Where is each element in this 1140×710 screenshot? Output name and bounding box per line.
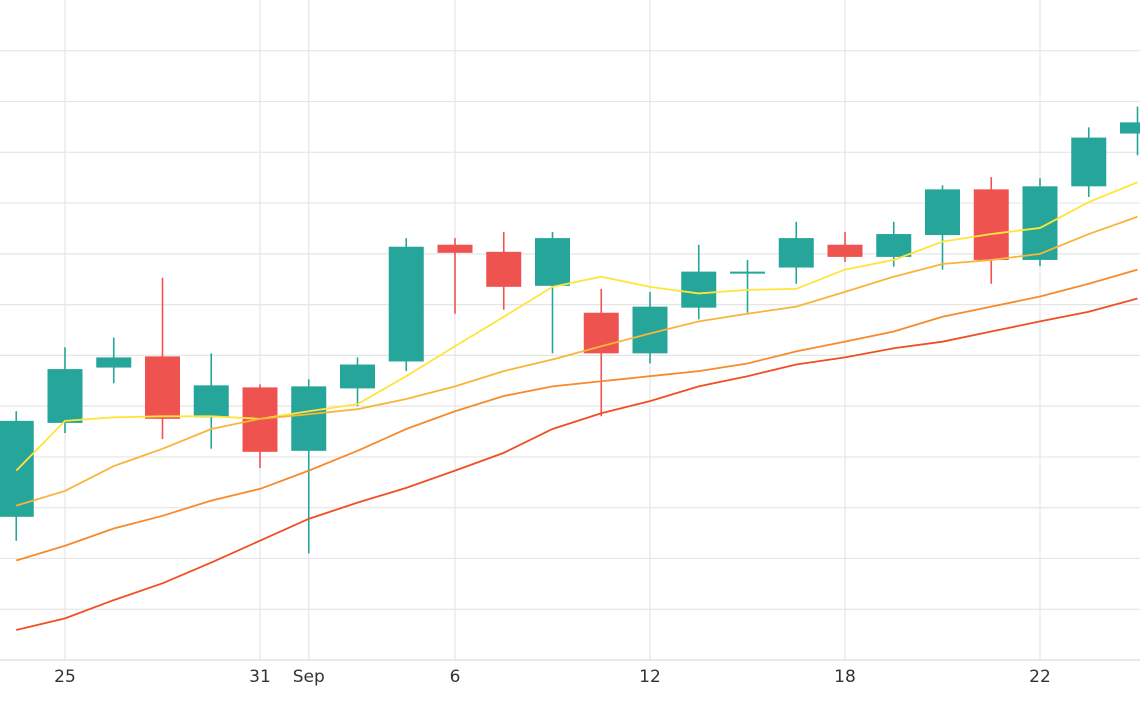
x-tick-label: 31	[249, 667, 271, 687]
candle-body	[1022, 186, 1058, 260]
x-tick-label: 6	[450, 667, 461, 687]
candle-body	[291, 386, 327, 451]
x-tick-label: 18	[834, 667, 856, 687]
candle-body	[730, 271, 765, 274]
candle-body	[388, 246, 424, 362]
candle-body	[340, 364, 375, 389]
candle-body	[145, 356, 180, 419]
candle-body	[583, 312, 619, 354]
candle-body	[681, 271, 717, 308]
moving-average-line	[15, 181, 1138, 472]
candle-body	[486, 251, 522, 287]
moving-average-line	[16, 297, 1138, 631]
candle-body	[437, 244, 473, 253]
candle-body	[827, 244, 863, 257]
candle-body	[535, 238, 570, 286]
candle-body	[47, 369, 83, 423]
candle-body	[1120, 122, 1140, 134]
candle-body	[778, 238, 814, 268]
candle-body	[1071, 137, 1107, 187]
x-tick-label: 25	[54, 667, 76, 687]
x-tick-label: 12	[639, 667, 661, 687]
moving-average-line	[15, 268, 1138, 562]
candle-body	[876, 234, 912, 257]
candle-body	[925, 189, 960, 236]
candle-body	[193, 385, 229, 418]
x-tick-label: 22	[1029, 667, 1051, 687]
x-tick-label: Sep	[293, 667, 325, 687]
candle-body	[973, 189, 1009, 260]
moving-average-line	[15, 215, 1138, 507]
candle-body	[96, 357, 132, 368]
